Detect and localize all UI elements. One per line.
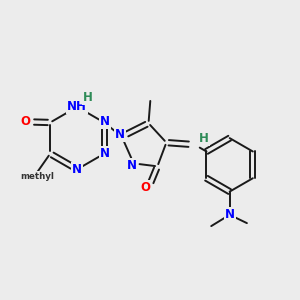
Text: N: N [127, 159, 137, 172]
Text: O: O [20, 116, 30, 128]
Text: O: O [140, 181, 150, 194]
Text: H: H [82, 92, 92, 104]
Text: N: N [100, 147, 110, 160]
Text: N: N [115, 128, 125, 141]
Text: methyl: methyl [21, 172, 55, 181]
Text: H: H [199, 132, 209, 145]
Text: NH: NH [67, 100, 87, 113]
Text: N: N [72, 164, 82, 176]
Text: N: N [225, 208, 235, 221]
Text: N: N [100, 116, 110, 128]
